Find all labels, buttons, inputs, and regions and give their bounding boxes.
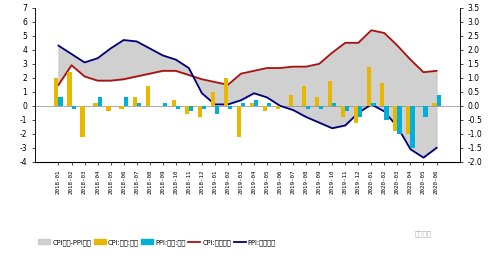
Bar	[276, 106, 280, 109]
Bar	[202, 106, 206, 109]
Bar	[54, 78, 58, 106]
Bar	[146, 86, 150, 106]
Bar	[210, 92, 215, 106]
Bar	[224, 78, 228, 106]
Bar	[424, 106, 428, 117]
Bar	[124, 97, 128, 106]
Bar	[94, 103, 98, 106]
Bar	[241, 103, 245, 106]
Bar	[136, 103, 141, 106]
Bar	[406, 106, 410, 134]
Bar	[384, 106, 388, 120]
Text: 温彬研究: 温彬研究	[415, 230, 432, 236]
Bar	[332, 103, 336, 106]
Bar	[228, 106, 232, 109]
Bar	[372, 103, 376, 106]
Bar	[432, 103, 436, 106]
Bar	[328, 81, 332, 106]
Legend: CPI同比-PPI同比, CPI:环比:右轴, PPI:环比:右轴, CPI:当月同比, PPI:当月同比: CPI同比-PPI同比, CPI:环比:右轴, PPI:环比:右轴, CPI:当…	[38, 239, 276, 246]
Bar	[198, 106, 202, 117]
Bar	[237, 106, 241, 137]
Bar	[306, 106, 310, 109]
Bar	[346, 106, 350, 111]
Bar	[176, 106, 180, 109]
Bar	[436, 95, 440, 106]
Bar	[380, 84, 384, 106]
Bar	[319, 106, 324, 109]
Bar	[80, 106, 84, 137]
Bar	[58, 97, 62, 106]
Bar	[367, 67, 372, 106]
Bar	[215, 106, 219, 114]
Bar	[289, 95, 293, 106]
Bar	[354, 106, 358, 123]
Bar	[120, 106, 124, 109]
Bar	[68, 72, 71, 106]
Bar	[184, 106, 189, 114]
Bar	[410, 106, 414, 148]
Bar	[267, 103, 271, 106]
Bar	[341, 106, 345, 117]
Bar	[315, 97, 319, 106]
Bar	[132, 97, 136, 106]
Bar	[254, 100, 258, 106]
Bar	[98, 97, 102, 106]
Bar	[172, 100, 176, 106]
Bar	[358, 106, 362, 117]
Bar	[250, 103, 254, 106]
Bar	[72, 106, 76, 109]
Bar	[106, 106, 110, 111]
Bar	[189, 106, 193, 111]
Bar	[393, 106, 398, 131]
Bar	[398, 106, 402, 134]
Bar	[263, 106, 267, 111]
Bar	[302, 86, 306, 106]
Bar	[163, 103, 167, 106]
